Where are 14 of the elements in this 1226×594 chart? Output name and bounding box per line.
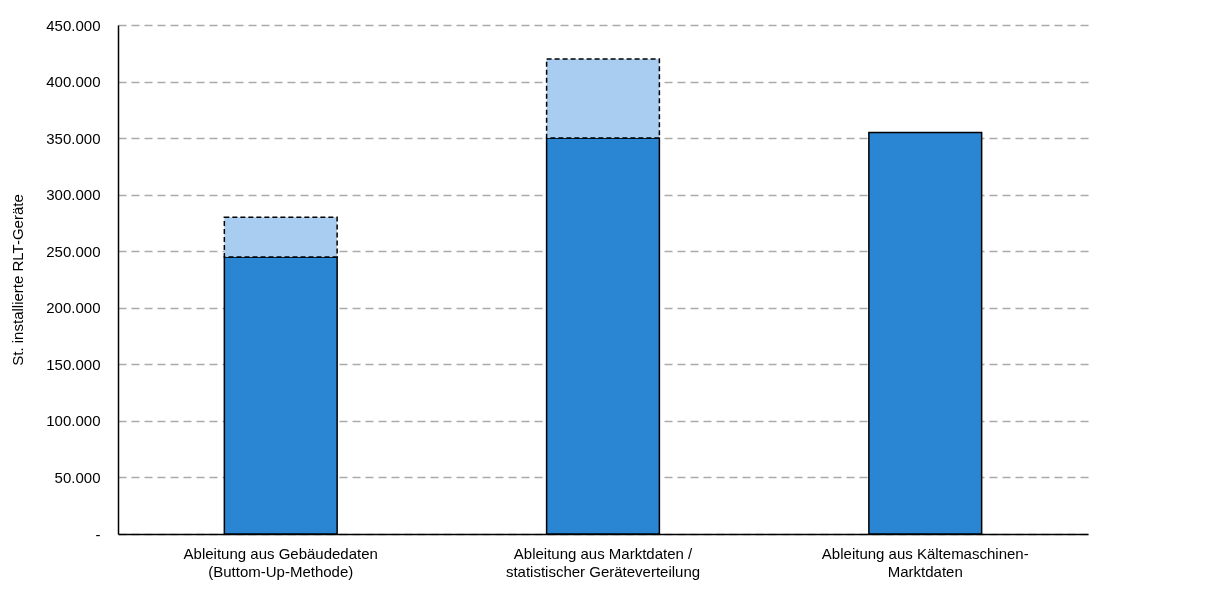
- y-tick-label: -: [95, 525, 101, 543]
- y-tick-label: 100.000: [46, 412, 101, 430]
- x-tick-label: Ableitung aus Marktdaten / statistischer Geräteverteilung: [505, 544, 701, 580]
- y-tick-label: 450.000: [46, 16, 101, 34]
- y-axis-title: St. installierte RLT-Geräte: [9, 194, 27, 366]
- y-tick-label: 150.000: [46, 355, 101, 373]
- y-tick-label: 50.000: [54, 468, 101, 486]
- y-tick-label: 200.000: [46, 299, 101, 317]
- y-tick-label: 300.000: [46, 186, 101, 204]
- y-tick-label: 350.000: [46, 129, 101, 147]
- y-tick-label: 400.000: [46, 73, 101, 91]
- x-tick-label: Ableitung aus Gebäudedaten (Buttom-Up-Methode): [183, 544, 378, 580]
- y-tick-label: 250.000: [46, 242, 101, 260]
- x-tick-label: Ableitung aus Kältemaschinen- Marktdaten: [821, 544, 1029, 580]
